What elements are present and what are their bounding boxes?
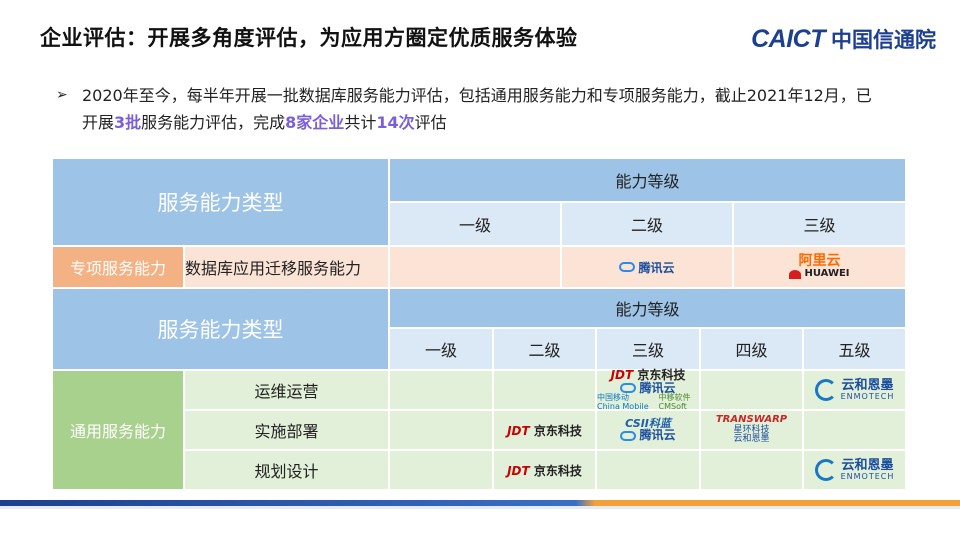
jdt-mark: JDT — [507, 423, 530, 438]
tencent-label: 腾讯云 — [638, 260, 675, 275]
brand-en: CAICT — [751, 24, 825, 53]
t1-level-3: 三级 — [734, 203, 907, 247]
footer-bar — [0, 500, 960, 506]
jdt-label: 京东科技 — [637, 368, 686, 383]
t2-level-4: 四级 — [701, 329, 804, 371]
mobile-logos: 中国移动 China Mobile 中移软件 CMSoft — [597, 394, 699, 411]
t2-r2-l5 — [804, 411, 907, 451]
t2-r1-l5: 云和恩墨 ENMOTECH — [804, 371, 907, 411]
t2-level-5: 五级 — [804, 329, 907, 371]
mobile-en: China Mobile — [597, 401, 649, 411]
t1-level-2: 二级 — [562, 203, 734, 247]
t1-l3-logos: 阿里云 HUAWEI — [789, 254, 850, 280]
t2-row-deploy: 实施部署 — [185, 411, 390, 451]
t2-r1-l2 — [494, 371, 597, 411]
caict-logo: CAICT 中国信通院 — [751, 24, 936, 54]
t1-level-header: 能力等级 — [390, 159, 907, 203]
summary-part-a: 2020年至今，每半年开展一批数据库服务能力评估，包括通用服务能力和专项服务能力… — [82, 86, 872, 132]
t2-category: 通用服务能力 — [53, 371, 185, 491]
t2-r2-l1 — [390, 411, 494, 451]
t2-r2-l3-logos: CSII科蓝 腾讯云 — [620, 416, 676, 443]
t2-r2-l3: CSII科蓝 腾讯云 — [597, 411, 701, 451]
jdt-logo: JDT 京东科技 — [611, 369, 686, 382]
cloud-icon — [620, 382, 637, 393]
t1-cell-l1 — [390, 247, 562, 289]
t2-level-2: 二级 — [494, 329, 597, 371]
enmo-en: ENMOTECH — [840, 391, 895, 401]
t2-r2-l4-logos: TRANSWARP 星环科技 云和恩墨 — [716, 415, 787, 445]
page-title: 企业评估：开展多角度评估，为应用方圈定优质服务体验 — [40, 26, 578, 50]
t1-cell-l3: 阿里云 HUAWEI — [734, 247, 907, 289]
enmo-swirl-icon — [814, 459, 837, 481]
highlight-times: 14次 — [376, 113, 415, 132]
enmo-cn: 云和恩墨 — [841, 377, 894, 393]
t2-r2-l4: TRANSWARP 星环科技 云和恩墨 — [701, 411, 804, 451]
huawei-label: HUAWEI — [804, 268, 850, 280]
cloud-icon — [619, 262, 636, 272]
transwarp-logo: TRANSWARP — [716, 415, 787, 426]
tencent-cloud-logo: 腾讯云 — [620, 380, 676, 395]
jdt-logo: JDT 京东科技 — [507, 462, 582, 479]
aliyun-logo: 阿里云 — [799, 254, 841, 269]
cloud-icon — [620, 430, 637, 441]
csii-logo: CSII科蓝 — [625, 416, 671, 430]
t2-r2-l2: JDT 京东科技 — [494, 411, 597, 451]
tencent-cloud-logo: 腾讯云 — [619, 259, 675, 276]
tencent-label: 腾讯云 — [639, 380, 676, 395]
cmsoft-en: CMSoft — [658, 401, 687, 411]
transwarp-label: TRANSWARP — [715, 414, 788, 426]
summary-bullet: ➢ 2020年至今，每半年开展一批数据库服务能力评估，包括通用服务能力和专项服务… — [56, 82, 886, 136]
t2-r3-l1 — [390, 451, 494, 491]
jdt-mark: JDT — [507, 463, 530, 478]
summary-part-d: 评估 — [414, 113, 447, 132]
t2-r1-l4 — [701, 371, 804, 411]
transwarp-cn: 星环科技 — [733, 424, 770, 435]
enmo-small-logo: 云和恩墨 — [733, 434, 770, 445]
cmsoft-cn: 中移软件 — [658, 393, 691, 403]
highlight-companies: 8家企业 — [285, 113, 345, 132]
jdt-label: 京东科技 — [533, 463, 582, 478]
summary-part-b: 服务能力评估，完成 — [141, 113, 286, 132]
enmo-swirl-icon — [814, 379, 837, 401]
brand-cn: 中国信通院 — [831, 28, 936, 52]
enmo-en: ENMOTECH — [840, 471, 895, 481]
huawei-logo: HUAWEI — [789, 268, 850, 280]
t2-level-1: 一级 — [390, 329, 494, 371]
t2-r3-l2: JDT 京东科技 — [494, 451, 597, 491]
t2-r1-l3-logos: JDT 京东科技 腾讯云 中国移动 China Mobile 中移软件 CMSo… — [597, 369, 699, 411]
cmsoft-logo: 中移软件 CMSoft — [659, 394, 699, 411]
highlight-batches: 3批 — [114, 113, 142, 132]
tencent-cloud-logo: 腾讯云 — [620, 428, 676, 443]
t1-level-1: 一级 — [390, 203, 562, 247]
t1-item: 数据库应用迁移服务能力 — [185, 247, 390, 289]
t2-r1-l3: JDT 京东科技 腾讯云 中国移动 China Mobile 中移软件 CMSo… — [597, 369, 701, 411]
t1-type-header: 服务能力类型 — [53, 159, 390, 247]
t1-category: 专项服务能力 — [53, 247, 185, 289]
mobile-cn: 中国移动 — [597, 393, 629, 403]
china-mobile-logo: 中国移动 China Mobile — [597, 394, 653, 411]
enmo-cn: 云和恩墨 — [841, 457, 894, 473]
huawei-petal-icon — [789, 269, 802, 279]
footer-bar-shadow — [0, 506, 960, 509]
summary-text: 2020年至今，每半年开展一批数据库服务能力评估，包括通用服务能力和专项服务能力… — [56, 82, 886, 136]
bullet-arrow-icon: ➢ — [56, 87, 68, 103]
t2-row-ops: 运维运营 — [185, 371, 390, 411]
enmotech-logo: 云和恩墨 ENMOTECH — [814, 377, 895, 401]
t2-r3-l4 — [701, 451, 804, 491]
jdt-label: 京东科技 — [533, 423, 582, 438]
tencent-label: 腾讯云 — [639, 428, 676, 443]
t2-r1-l1 — [390, 371, 494, 411]
jdt-mark: JDT — [610, 368, 634, 383]
enmotech-logo: 云和恩墨 ENMOTECH — [814, 457, 895, 481]
t2-r3-l5: 云和恩墨 ENMOTECH — [804, 451, 907, 491]
t1-cell-l2: 腾讯云 — [562, 247, 734, 289]
jdt-logo: JDT 京东科技 — [507, 422, 582, 439]
t2-type-header: 服务能力类型 — [53, 289, 390, 371]
t2-row-planning: 规划设计 — [185, 451, 390, 491]
t2-r3-l3 — [597, 451, 701, 491]
summary-part-c: 共计 — [344, 113, 377, 132]
t2-level-3: 三级 — [597, 329, 701, 371]
aliyun-label: 阿里云 — [798, 253, 841, 270]
t2-level-header: 能力等级 — [390, 289, 907, 329]
